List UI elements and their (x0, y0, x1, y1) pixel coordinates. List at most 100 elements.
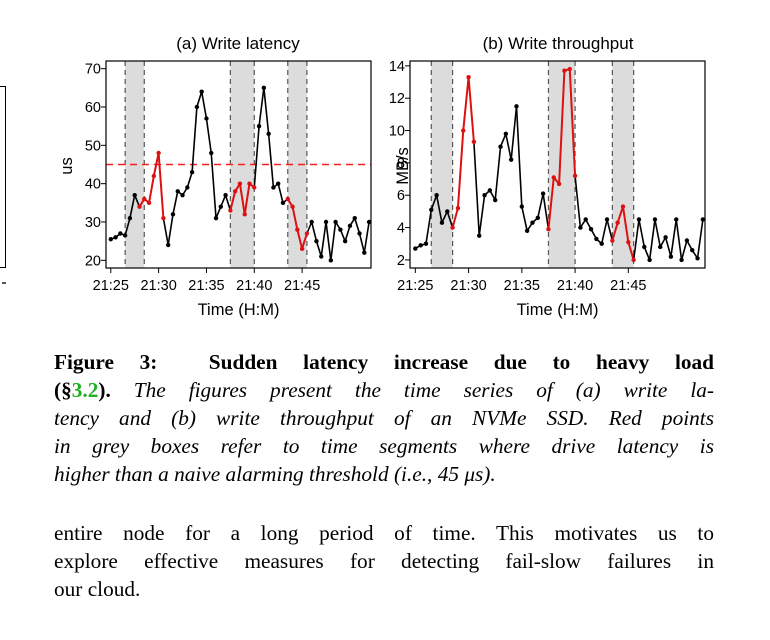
x-tick-label: 21:35 (504, 278, 540, 294)
anomaly-segment (157, 152, 165, 219)
data-point (519, 204, 525, 209)
data-point (132, 192, 137, 198)
series-segment (494, 146, 502, 201)
data-point (604, 217, 610, 222)
anomaly-point (615, 220, 620, 225)
data-point (535, 215, 540, 221)
x-tick-label: 21:25 (397, 278, 433, 294)
series-segment (200, 91, 208, 119)
series-segment (186, 171, 193, 188)
data-point (695, 256, 700, 261)
data-point (113, 235, 118, 240)
series-segment (696, 219, 704, 259)
anomaly-point (572, 173, 578, 179)
anomaly-segment (148, 175, 155, 204)
anomaly-point (290, 204, 295, 209)
data-point (276, 181, 281, 186)
plot-frame (105, 60, 372, 269)
data-point (352, 215, 357, 221)
data-point (108, 237, 113, 242)
data-point (642, 244, 647, 250)
data-point (487, 188, 493, 193)
series-segment (446, 211, 454, 228)
series-segment (473, 141, 481, 236)
y-tick-label: 60 (85, 100, 101, 116)
caption-line-2: (§3.2). The figures present the time ser… (54, 376, 714, 404)
series-segment (325, 221, 332, 261)
series-segment (638, 219, 646, 248)
data-point (189, 169, 195, 175)
series-segment (124, 217, 131, 236)
series-segment (632, 219, 640, 261)
anomaly-point (556, 181, 562, 187)
data-point (280, 200, 286, 206)
data-point (209, 150, 214, 156)
series-segment (648, 219, 656, 261)
series-segment (478, 195, 486, 236)
data-point (127, 215, 133, 221)
body-line: explore effective measures for detecting… (54, 549, 714, 573)
data-point (524, 228, 530, 234)
data-point (684, 238, 690, 243)
data-point (366, 219, 372, 225)
series-segment (600, 219, 608, 244)
figure-caption: Figure 3: Sudden latency increase due to… (54, 348, 714, 488)
data-point (514, 104, 519, 109)
series-segment (670, 219, 678, 257)
series-segment (267, 133, 275, 188)
anomaly-point (156, 150, 161, 156)
series-segment (537, 193, 544, 219)
y-tick-label: 70 (85, 62, 101, 78)
data-point (445, 209, 450, 214)
anomaly-point (610, 238, 615, 243)
series-segment (680, 240, 688, 261)
series-segment (574, 175, 582, 228)
caption-ref-close: ). (98, 378, 111, 402)
anomaly-segment (243, 183, 251, 215)
anomaly-segment (467, 77, 475, 142)
chart-panel-latency: 20 30 40 50 60 70 21:25 21:30 21:35 21:40 21:45 (a)… (58, 34, 372, 319)
series-segment (172, 191, 179, 215)
caption-text-line: tency and (b) write throughput of an NVM… (54, 406, 714, 430)
data-point (674, 217, 679, 222)
x-tick-label: 21:40 (236, 278, 272, 294)
anomaly-point (161, 215, 166, 221)
data-point (477, 233, 482, 238)
data-point (530, 220, 535, 225)
data-point (498, 144, 503, 149)
y-tick-label: 6 (397, 188, 405, 204)
data-point (170, 212, 176, 217)
data-point (418, 243, 423, 248)
caption-label: Figure 3: (54, 350, 158, 374)
x-tick-label: 21:45 (610, 278, 646, 294)
data-point (492, 197, 498, 203)
data-point (213, 215, 219, 221)
anomaly-point (626, 239, 631, 245)
series-segment (344, 225, 351, 242)
y-tick-label: 20 (85, 253, 101, 269)
data-point (434, 193, 439, 198)
data-point (663, 235, 668, 240)
x-tick-label: 21:25 (93, 278, 129, 294)
y-axis-label: MB/s (394, 147, 412, 185)
data-point (194, 104, 200, 110)
anomaly-point (631, 257, 636, 263)
chart-title: (a) Write latency (176, 34, 300, 53)
anomaly-shade (612, 61, 634, 268)
x-tick-label: 21:30 (450, 278, 486, 294)
section-ref-link[interactable]: 3.2 (71, 378, 99, 402)
anomaly-point (567, 66, 572, 72)
anomaly-segment (568, 69, 577, 176)
y-tick-label: 12 (389, 91, 405, 107)
cropped-figure-frame (0, 86, 6, 268)
caption-text-line: in grey boxes refer to time segments whe… (54, 434, 714, 458)
series-segment (521, 206, 528, 231)
anomaly-point (551, 175, 556, 180)
data-point (218, 204, 224, 209)
series-segment (224, 194, 232, 211)
anomaly-point (304, 231, 310, 236)
series-segment (167, 214, 174, 246)
series-segment (358, 233, 366, 253)
anomaly-point (620, 204, 626, 209)
series-segment (363, 221, 370, 253)
